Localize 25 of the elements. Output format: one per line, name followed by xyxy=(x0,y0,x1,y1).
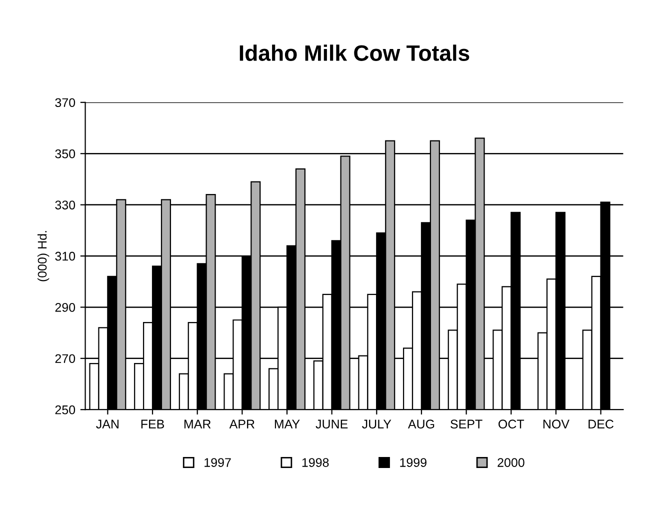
legend-label: 1999 xyxy=(400,458,426,467)
legend-label: 1998 xyxy=(302,458,329,467)
legend-label: 1997 xyxy=(204,458,231,467)
y-tick-label: 290 xyxy=(55,303,76,312)
x-tick-label: DEC xyxy=(588,420,614,429)
x-tick-label: JAN xyxy=(96,420,118,429)
x-tick-label: NOV xyxy=(543,420,570,429)
x-tick-label: JULY xyxy=(362,420,392,429)
y-tick-label: 250 xyxy=(55,405,76,414)
y-tick-label: 350 xyxy=(55,149,76,158)
y-tick-label: 310 xyxy=(55,252,76,261)
y-axis-title: (000) Hd. xyxy=(37,231,50,282)
x-tick-label: MAR xyxy=(184,420,211,428)
y-tick-label: 370 xyxy=(55,98,76,108)
y-tick-label: 270 xyxy=(55,354,76,364)
x-tick-label: JUNE xyxy=(316,420,348,429)
x-tick-label: OCT xyxy=(498,420,524,429)
chart-title: Idaho Milk Cow Totals xyxy=(240,44,470,61)
x-tick-label: APR xyxy=(229,420,254,428)
legend-label: 2000 xyxy=(498,458,524,467)
y-tick-label: 330 xyxy=(55,200,76,210)
x-tick-label: SEPT xyxy=(450,420,482,429)
x-tick-label: FEB xyxy=(141,420,164,428)
x-tick-label: MAY xyxy=(274,420,300,428)
x-tick-label: AUG xyxy=(408,420,434,429)
